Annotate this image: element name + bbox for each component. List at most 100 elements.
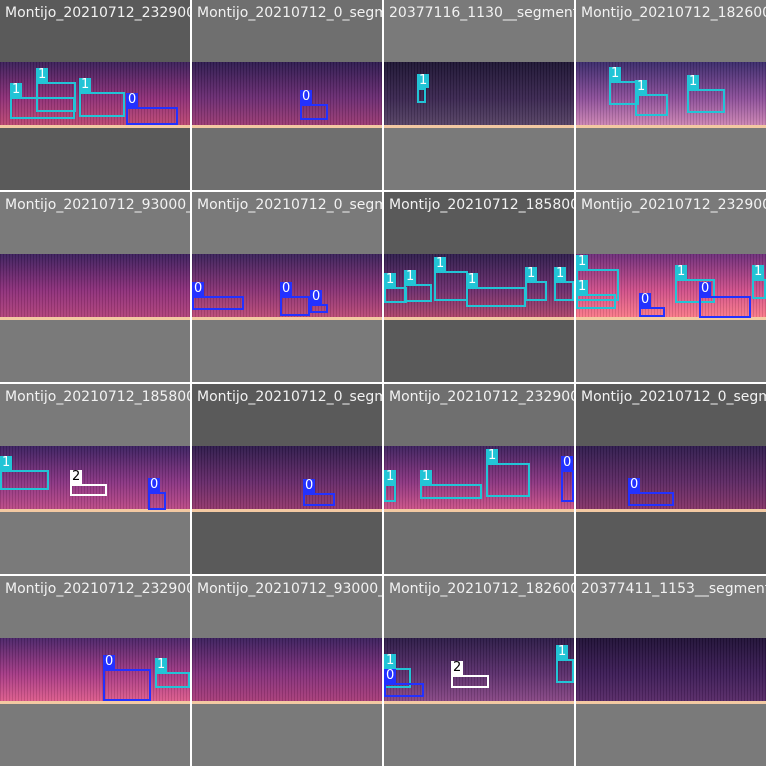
baseline-band (384, 701, 574, 704)
detection-box-class-0[interactable] (103, 669, 151, 701)
baseline-band (576, 701, 766, 704)
detection-box-class-0[interactable] (303, 493, 335, 506)
tile-filename: Montijo_20210712_93000_segment_412.png (5, 197, 190, 213)
detection-box-class-1[interactable] (434, 271, 468, 301)
class-label-tag: 1 (554, 266, 567, 281)
detection-box-class-1[interactable] (384, 287, 407, 303)
detection-box-class-0[interactable] (628, 492, 674, 506)
class-label-tag: 1 (752, 264, 765, 279)
spectrogram-tile[interactable]: Montijo_20210712_182600_segment_111 (576, 0, 766, 190)
detection-box-class-1[interactable] (576, 294, 616, 309)
detection-box-class-2[interactable] (70, 484, 107, 496)
detection-box-class-1[interactable] (525, 281, 547, 301)
tile-background-bottom (576, 320, 766, 382)
class-label-tag: 1 (525, 266, 538, 281)
detection-box-class-1[interactable] (635, 94, 668, 116)
spectrogram-tile[interactable]: Montijo_20210712_185800_segment_165.png 1… (384, 192, 574, 382)
detection-box-class-0[interactable] (192, 296, 244, 310)
detection-box-class-1[interactable] (675, 279, 715, 303)
tile-background-bottom (0, 320, 190, 382)
class-label-tag: 0 (310, 289, 323, 304)
spectrogram-image (0, 254, 190, 320)
tile-filename: 20377116_1130__segment_60.png (389, 5, 574, 21)
spectrogram-image (192, 446, 382, 512)
detection-box-class-2[interactable] (451, 675, 489, 688)
detection-box-class-0[interactable] (561, 470, 574, 502)
spectrogram-image (192, 638, 382, 704)
detection-box-class-1[interactable] (417, 88, 426, 103)
spectrogram-tile[interactable]: Montijo_20210712_182600_segment_5.png102… (384, 576, 574, 766)
tile-filename: Montijo_20210712_182600_segment_ (581, 5, 766, 21)
baseline-band (192, 701, 382, 704)
spectrogram-image (384, 638, 574, 704)
spectrogram-tile[interactable]: Montijo_20210712_0_segment_270.png 0 (192, 384, 382, 574)
detection-box-class-0[interactable] (126, 107, 178, 125)
spectrogram-image (576, 254, 766, 320)
spectrogram-tile[interactable]: Montijo_20210712_93000_segment_412.png (0, 192, 190, 382)
baseline-band (192, 125, 382, 128)
tile-background-bottom (384, 320, 574, 382)
tile-filename: Montijo_20210712_93000_segment_28.png (197, 581, 382, 597)
detection-box-class-1[interactable] (752, 279, 766, 299)
class-label-tag: 1 (384, 469, 397, 484)
class-label-tag: 0 (280, 281, 293, 296)
detection-box-class-1[interactable] (466, 287, 526, 307)
detection-box-class-1[interactable] (420, 484, 482, 499)
class-label-tag: 1 (420, 469, 433, 484)
class-label-tag: 0 (126, 92, 139, 107)
class-label-tag: 1 (384, 272, 397, 287)
detection-box-class-1[interactable] (556, 659, 574, 683)
tile-background-bottom (384, 512, 574, 574)
tile-background-bottom (0, 512, 190, 574)
spectrogram-tile[interactable]: 20377411_1153__segment_ (576, 576, 766, 766)
detection-box-class-1[interactable] (36, 82, 76, 112)
spectrogram-tile[interactable]: Montijo_20210712_93000_segment_28.png (192, 576, 382, 766)
class-label-tag: 1 (609, 66, 622, 81)
class-label-tag: 0 (384, 668, 397, 683)
class-label-tag: 1 (486, 448, 499, 463)
tile-background-top (384, 192, 574, 254)
detection-box-class-0[interactable] (280, 296, 310, 316)
detection-box-class-0[interactable] (300, 104, 328, 120)
detection-box-class-1[interactable] (687, 89, 725, 113)
detection-box-class-1[interactable] (155, 672, 190, 688)
detection-box-class-0[interactable] (384, 683, 424, 697)
class-label-tag: 0 (148, 477, 161, 492)
class-label-tag: 1 (687, 74, 700, 89)
detection-box-class-0[interactable] (699, 296, 751, 318)
baseline-band (0, 317, 190, 320)
spectrogram-image (576, 62, 766, 128)
detection-box-class-1[interactable] (404, 284, 432, 302)
baseline-band (0, 125, 190, 128)
class-label-tag: 0 (639, 292, 652, 307)
detection-box-class-0[interactable] (639, 307, 665, 317)
class-label-tag: 0 (699, 281, 712, 296)
detection-box-class-1[interactable] (79, 92, 125, 117)
detection-box-class-1[interactable] (486, 463, 530, 497)
detection-box-class-0[interactable] (310, 304, 328, 313)
spectrogram-tile[interactable]: 20377116_1130__segment_60.png 1 (384, 0, 574, 190)
class-label-tag: 0 (628, 477, 641, 492)
class-label-tag: 1 (10, 82, 23, 97)
detection-box-class-1[interactable] (554, 281, 574, 301)
spectrogram-tile[interactable]: Montijo_20210712_0_segment_720.png 0 0 0 (192, 192, 382, 382)
tile-background-bottom (192, 512, 382, 574)
detection-box-class-1[interactable] (0, 470, 49, 490)
spectrogram-tile[interactable]: Montijo_20210712_0_segme 0 (576, 384, 766, 574)
detection-box-class-1[interactable] (384, 484, 396, 502)
detection-box-class-0[interactable] (148, 492, 166, 510)
tile-background-bottom (0, 704, 190, 766)
spectrogram-tile[interactable]: Montijo_20210712_0_segment_86.png 0 (192, 0, 382, 190)
class-label-tag: 1 (36, 67, 49, 82)
tile-background-top (192, 384, 382, 446)
tile-background-bottom (384, 128, 574, 190)
tile-background-bottom (0, 128, 190, 190)
spectrogram-tile[interactable]: Montijo_20210712_185800_segment_40.png 1 2… (0, 384, 190, 574)
tile-filename: Montijo_20210712_182600_segment_5.png (389, 581, 574, 597)
tile-filename: Montijo_20210712_0_segme (581, 389, 766, 405)
